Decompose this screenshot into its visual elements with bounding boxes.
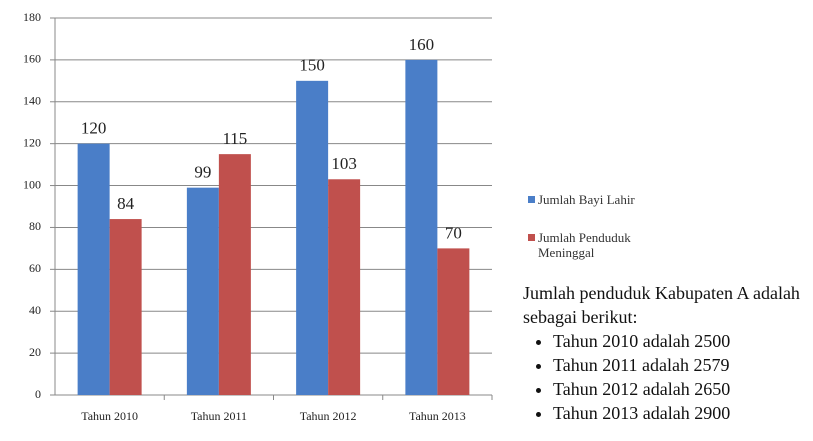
note: Jumlah penduduk Kabupaten A adalah sebag… — [523, 281, 808, 425]
bar — [109, 219, 142, 395]
y-tick-label: 180 — [23, 10, 41, 24]
value-label: 160 — [409, 35, 435, 54]
legend-swatch — [528, 234, 535, 241]
bar — [218, 154, 251, 395]
bar — [328, 179, 361, 395]
note-list: Tahun 2010 adalah 2500Tahun 2011 adalah … — [523, 329, 808, 425]
legend-label: Jumlah Bayi Lahir — [538, 192, 635, 207]
value-label: 150 — [299, 56, 325, 75]
value-label: 84 — [117, 194, 135, 213]
note-item: Tahun 2012 adalah 2650 — [553, 377, 808, 401]
bar — [405, 59, 438, 396]
y-tick-label: 0 — [35, 387, 41, 401]
bar — [77, 143, 110, 395]
value-label: 99 — [194, 163, 211, 182]
y-tick-label: 140 — [23, 94, 41, 108]
legend-item: Jumlah Penduduk Meninggal — [528, 230, 698, 260]
legend-label: Jumlah Penduduk Meninggal — [538, 230, 631, 260]
y-tick-label: 120 — [23, 135, 41, 149]
value-label: 115 — [222, 129, 247, 148]
x-tick-label: Tahun 2012 — [300, 409, 357, 423]
y-tick-label: 160 — [23, 52, 41, 66]
legend-swatch — [528, 196, 535, 203]
x-tick-label: Tahun 2013 — [409, 409, 466, 423]
note-item: Tahun 2010 adalah 2500 — [553, 329, 808, 353]
value-label: 70 — [445, 223, 462, 242]
legend-item: Jumlah Bayi Lahir — [528, 192, 698, 207]
y-tick-label: 80 — [29, 219, 41, 233]
y-tick-label: 20 — [29, 345, 41, 359]
bar — [186, 187, 219, 395]
note-item: Tahun 2011 adalah 2579 — [553, 353, 808, 377]
value-label: 120 — [81, 119, 107, 138]
note-item: Tahun 2013 adalah 2900 — [553, 401, 808, 425]
y-tick-label: 40 — [29, 303, 41, 317]
y-tick-label: 100 — [23, 177, 41, 191]
note-intro: Jumlah penduduk Kabupaten A adalah sebag… — [523, 283, 800, 327]
bar — [296, 80, 329, 395]
x-tick-label: Tahun 2011 — [191, 409, 247, 423]
bar — [437, 248, 470, 395]
x-tick-label: Tahun 2010 — [81, 409, 138, 423]
y-tick-label: 60 — [29, 261, 41, 275]
value-label: 103 — [331, 154, 357, 173]
